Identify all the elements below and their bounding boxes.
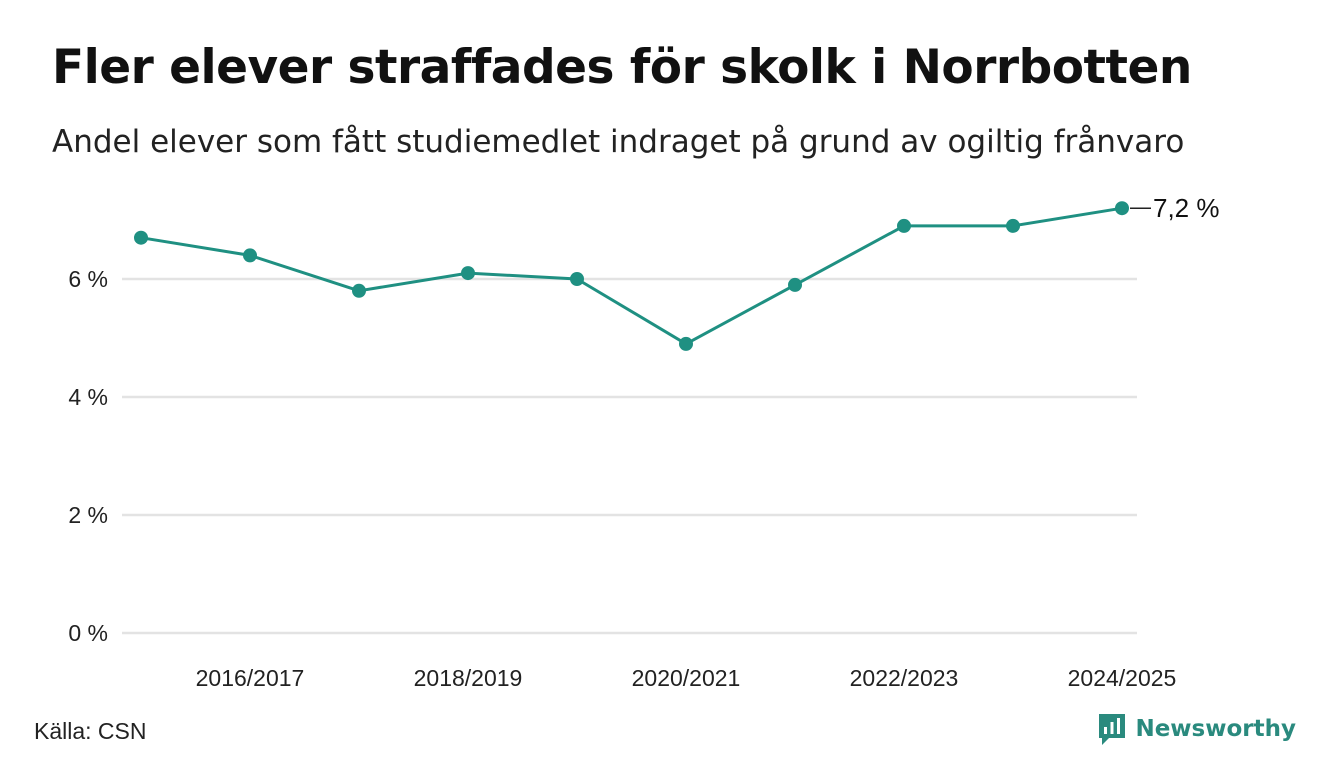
y-tick-label: 0 % (68, 620, 108, 646)
y-axis-ticks: 0 % 2 % 4 % 6 % (68, 266, 108, 646)
x-tick-label: 2020/2021 (632, 665, 741, 691)
y-tick-label: 4 % (68, 384, 108, 410)
data-point (352, 283, 366, 298)
chart-title: Fler elever straffades för skolk i Norrb… (52, 40, 1192, 95)
series-line (140, 206, 1123, 346)
source-note: Källa: CSN (34, 718, 147, 744)
chart-subtitle: Andel elever som fått studiemedlet indra… (52, 124, 1185, 160)
data-point (1006, 218, 1020, 233)
series-layer: 7,2 % (134, 193, 1220, 351)
data-point (461, 266, 475, 281)
data-point (570, 272, 584, 286)
y-tick-label: 6 % (68, 266, 108, 292)
x-tick-label: 2018/2019 (414, 665, 523, 691)
end-value-label: 7,2 % (1153, 193, 1220, 223)
gridlines (122, 277, 1137, 635)
x-tick-label: 2022/2023 (850, 665, 959, 691)
y-tick-label: 2 % (68, 502, 108, 528)
data-point (243, 248, 257, 263)
x-axis-ticks: 2016/2017 2018/2019 2020/2021 2022/2023 2024… (196, 665, 1177, 691)
x-tick-label: 2016/2017 (196, 665, 305, 691)
data-point (788, 277, 802, 292)
data-point (134, 230, 148, 245)
data-point (679, 336, 693, 351)
brand-logo: Newsworthy (1097, 712, 1296, 746)
data-point (897, 218, 911, 233)
data-point (1115, 201, 1129, 216)
x-tick-label: 2024/2025 (1068, 665, 1177, 691)
newsworthy-logo-icon (1099, 714, 1126, 745)
brand-name: Newsworthy (1135, 716, 1296, 742)
